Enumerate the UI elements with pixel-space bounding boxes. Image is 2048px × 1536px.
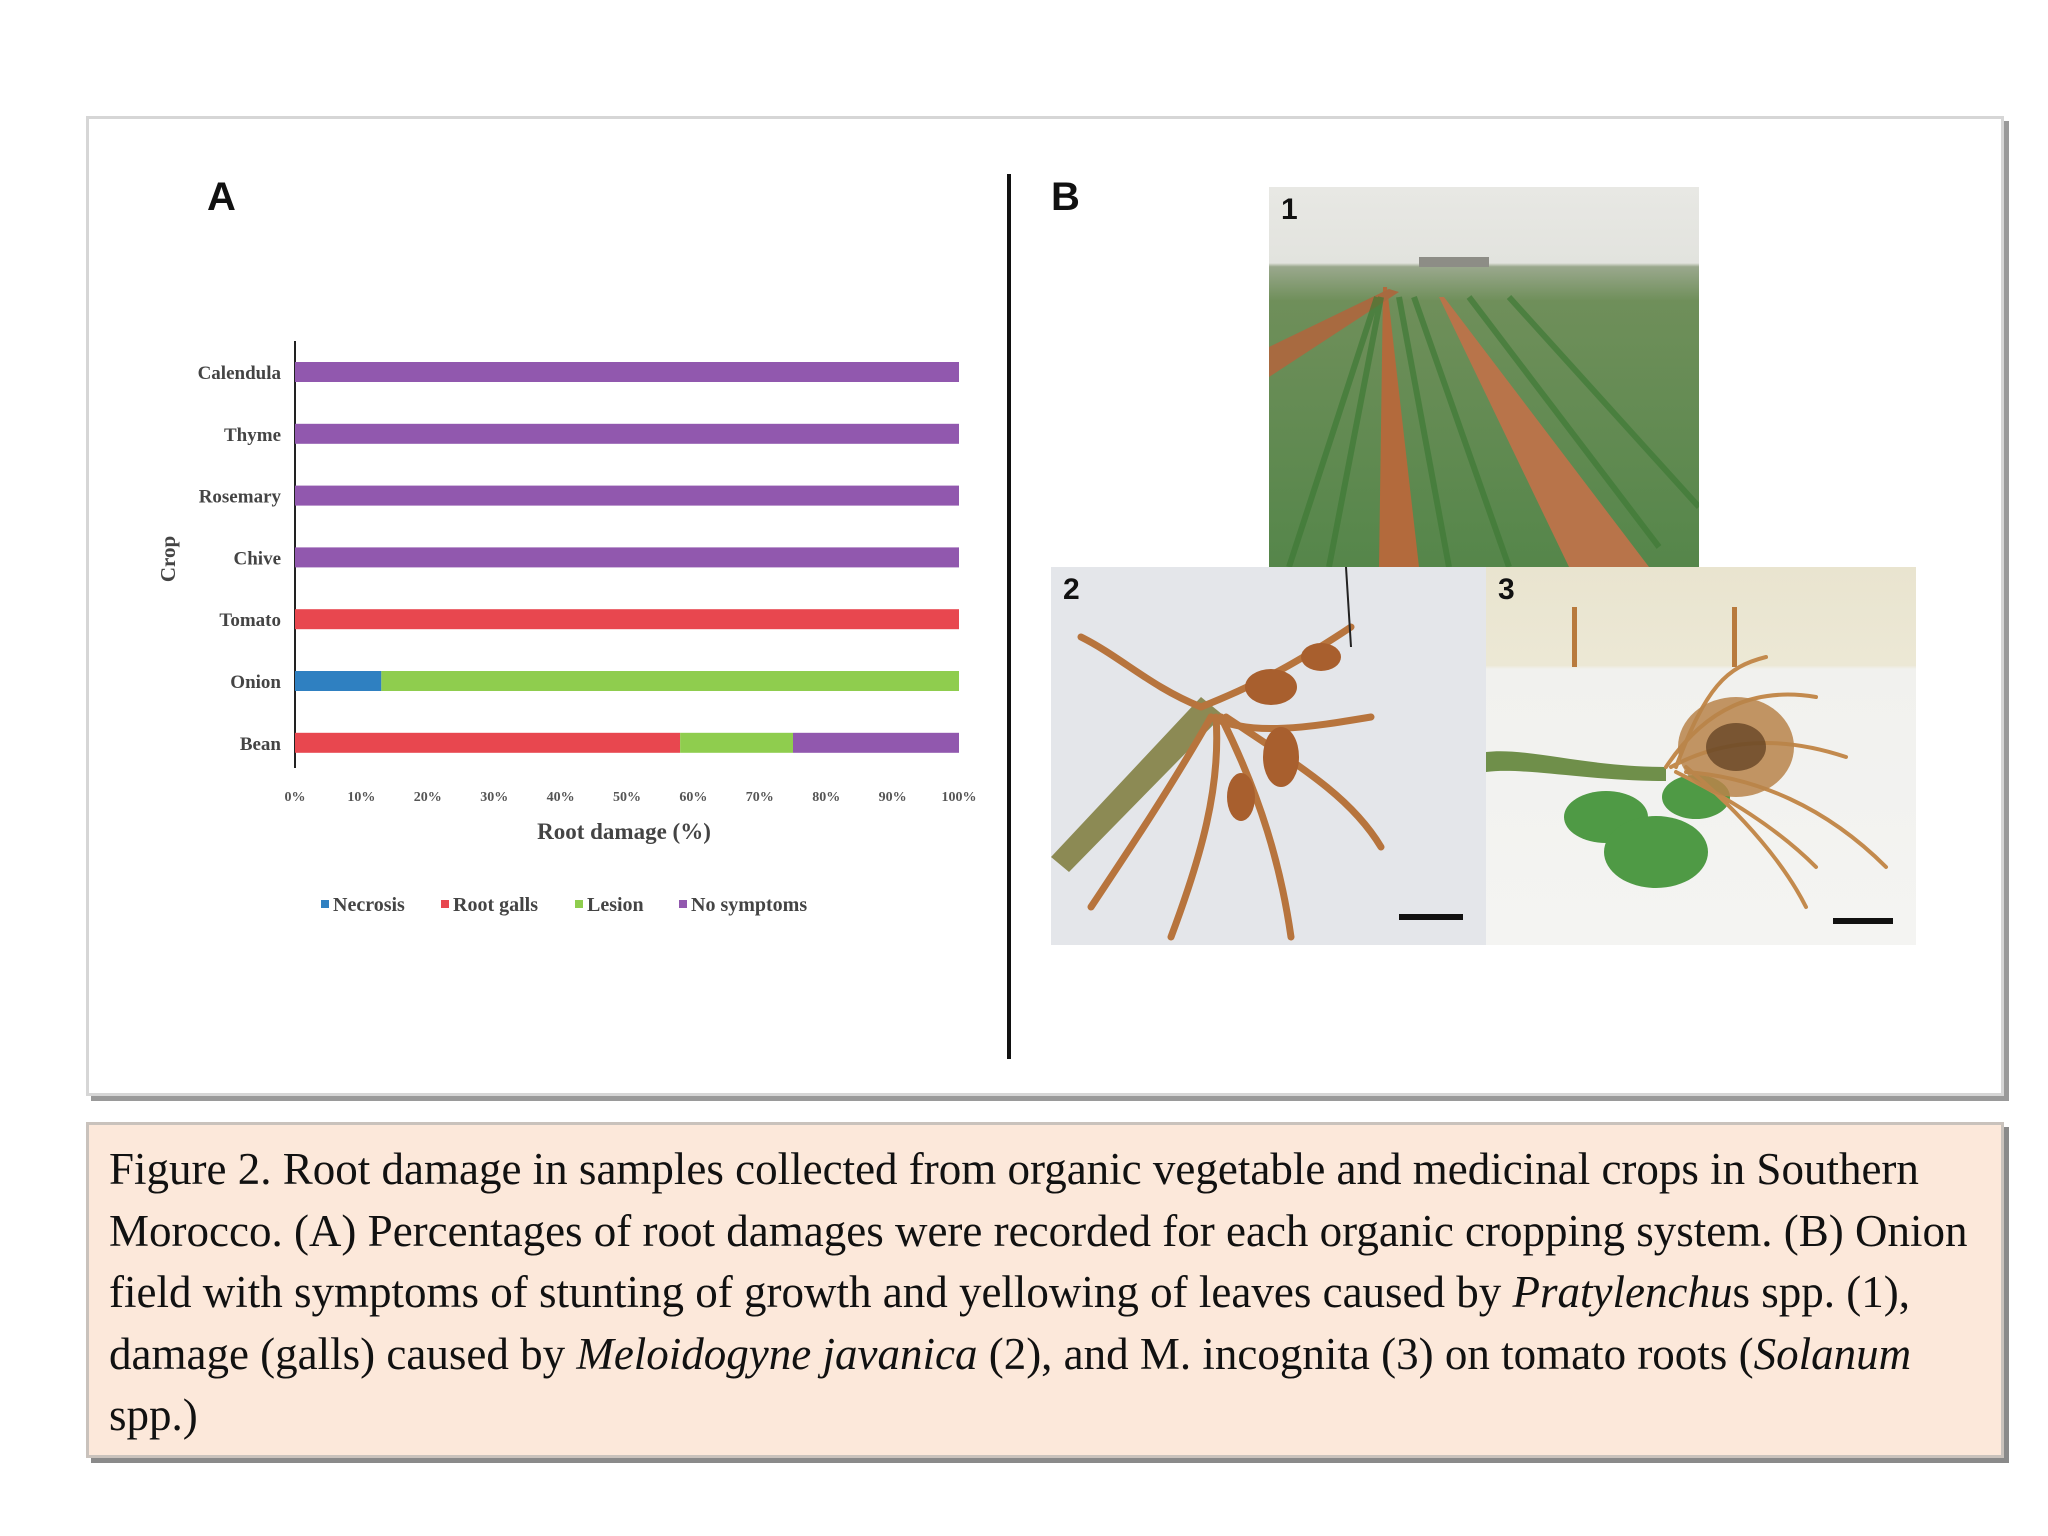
x-axis-title: Root damage (%) <box>537 819 711 844</box>
legend-label: No symptoms <box>691 894 807 916</box>
caption-text: spp.) <box>109 1390 198 1440</box>
caption-text: s spp. (1), damage (galls) caused by <box>109 1267 1910 1379</box>
legend-swatch <box>321 900 329 908</box>
caption-text: Figure 2. Root damage in samples collect… <box>109 1144 1968 1317</box>
legend-swatch <box>441 900 449 908</box>
y-axis-title: Crop <box>156 536 180 582</box>
x-tick-label: 0% <box>285 790 306 805</box>
scale-bar <box>1399 914 1463 920</box>
x-tick-label: 70% <box>746 790 774 805</box>
caption-italic-meloidogyne: Meloidogyne javanica <box>576 1328 978 1379</box>
y-tick-label: Thyme <box>224 425 281 446</box>
x-tick-label: 30% <box>480 790 508 805</box>
bar-tomato-root-galls <box>295 609 959 630</box>
bar-bean-root-galls <box>295 732 681 753</box>
panel-a-label: A <box>207 175 236 219</box>
x-tick-label: 40% <box>547 790 575 805</box>
legend-label: Necrosis <box>333 894 405 916</box>
y-tick-label: Bean <box>240 734 282 755</box>
root-damage-chart: Calendula Thyme Rosemary Chive Tomato Onion Be… <box>156 341 977 916</box>
onion-field-photo: 1 <box>1269 187 1699 567</box>
photo-number: 2 <box>1063 573 1080 606</box>
legend-label: Root galls <box>453 894 538 916</box>
x-tick-label: 100% <box>942 790 977 805</box>
figure-caption: Figure 2. Root damage in samples collect… <box>86 1122 2004 1458</box>
bar-onion-necrosis <box>295 671 382 691</box>
bar-thyme-no-symptoms <box>295 423 959 444</box>
bar-rosemary-no-symptoms <box>295 485 959 506</box>
bar-bean-no-symptoms <box>793 732 959 753</box>
photo-number: 3 <box>1498 573 1515 606</box>
y-tick-label: Chive <box>234 548 282 569</box>
photo-number: 1 <box>1281 193 1298 226</box>
panel-b-label: B <box>1051 175 1080 219</box>
caption-italic-pratylenchus: Pratylenchu <box>1512 1267 1733 1317</box>
x-tick-label: 10% <box>347 790 375 805</box>
bar-bean-lesion <box>680 732 793 753</box>
caption-italic-solanum: Solanum <box>1753 1328 1912 1379</box>
figure-frame: A B Calendula Thyme Rosemary Chive Tomato Oni… <box>86 116 2004 1096</box>
bar-onion-lesion <box>381 671 959 691</box>
legend-swatch <box>575 900 583 908</box>
bar-calendula-no-symptoms <box>295 362 959 382</box>
x-tick-label: 90% <box>879 790 907 805</box>
bean-roots-photo: 2 <box>1051 567 1486 945</box>
y-tick-label: Tomato <box>219 610 281 631</box>
x-tick-label: 50% <box>613 790 641 805</box>
legend-label: Lesion <box>587 894 644 916</box>
x-tick-label: 60% <box>679 790 707 805</box>
caption-text: (2), and M. incognita (3) on tomato root… <box>977 1328 1754 1379</box>
y-tick-label: Onion <box>230 672 281 693</box>
panel-divider <box>1007 174 1011 1059</box>
y-tick-label: Calendula <box>198 363 282 384</box>
legend-swatch <box>679 900 687 908</box>
bar-chive-no-symptoms <box>295 547 959 568</box>
x-tick-label: 80% <box>812 790 840 805</box>
x-tick-label: 20% <box>414 790 442 805</box>
y-tick-label: Rosemary <box>199 487 282 508</box>
scale-bar <box>1833 918 1893 924</box>
tomato-roots-photo: 3 <box>1486 567 1916 945</box>
